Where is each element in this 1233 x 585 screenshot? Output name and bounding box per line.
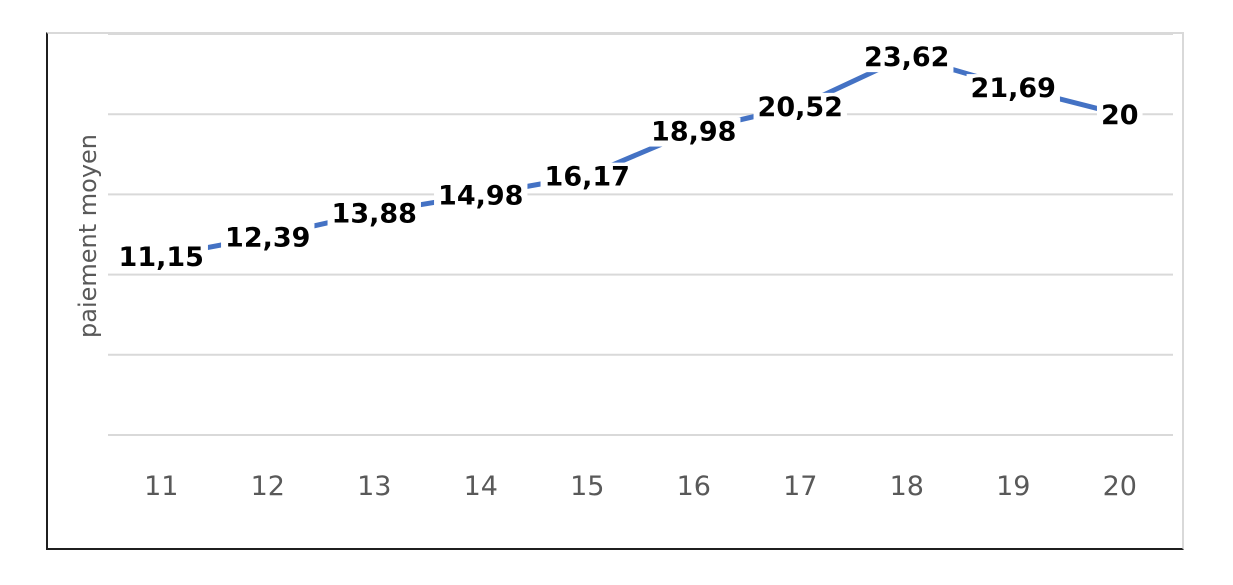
data-label: 16,17 xyxy=(540,162,634,193)
data-label-text: 20,52 xyxy=(758,92,843,123)
data-label-background xyxy=(966,74,1060,104)
data-label-background xyxy=(1096,101,1143,131)
series-line xyxy=(158,53,1123,259)
data-label-background xyxy=(221,223,315,253)
data-label-background xyxy=(860,43,954,73)
data-label-text: 23,62 xyxy=(864,42,949,73)
x-tick-label: 12 xyxy=(251,471,285,502)
data-label: 20,52 xyxy=(753,92,847,123)
data-label-text: 16,17 xyxy=(545,162,630,193)
x-tick-label: 18 xyxy=(890,471,924,502)
data-label: 20 xyxy=(1096,100,1143,131)
data-label-text: 14,98 xyxy=(438,181,523,212)
data-label: 13,88 xyxy=(327,198,421,229)
data-label: 21,69 xyxy=(966,73,1060,104)
x-axis-ticks: 11 12 13 14 15 16 17 18 19 20 xyxy=(144,471,1137,502)
data-label-background xyxy=(753,92,847,122)
data-label-background xyxy=(540,162,634,192)
chart-frame xyxy=(46,32,1184,550)
x-tick-label: 17 xyxy=(783,471,817,502)
x-tick-label: 15 xyxy=(570,471,604,502)
data-label: 12,39 xyxy=(221,222,315,253)
data-label-text: 11,15 xyxy=(119,242,204,273)
data-label: 23,62 xyxy=(860,42,954,73)
y-axis-title: paiement moyen xyxy=(74,134,102,338)
data-label-background xyxy=(434,181,528,211)
x-tick-label: 19 xyxy=(996,471,1030,502)
data-label: 11,15 xyxy=(114,242,208,273)
x-tick-label: 11 xyxy=(144,471,178,502)
data-label-background xyxy=(647,117,741,147)
data-label-text: 21,69 xyxy=(971,73,1056,104)
x-tick-label: 13 xyxy=(357,471,391,502)
x-tick-label: 20 xyxy=(1103,471,1137,502)
data-label: 14,98 xyxy=(434,181,528,212)
x-tick-label: 16 xyxy=(677,471,711,502)
data-label-text: 20 xyxy=(1101,100,1139,131)
data-label-text: 18,98 xyxy=(651,117,736,148)
gridlines xyxy=(108,33,1173,436)
data-label-background xyxy=(327,199,421,229)
data-label-text: 12,39 xyxy=(225,222,310,253)
data-label-background xyxy=(114,243,208,273)
data-label-text: 13,88 xyxy=(332,198,417,229)
series-group xyxy=(158,53,1123,259)
data-labels: 11,15 12,39 13,88 14,98 16,17 18,98 20,52 23,62… xyxy=(114,42,1143,273)
data-label: 18,98 xyxy=(647,117,741,148)
x-tick-label: 14 xyxy=(464,471,498,502)
